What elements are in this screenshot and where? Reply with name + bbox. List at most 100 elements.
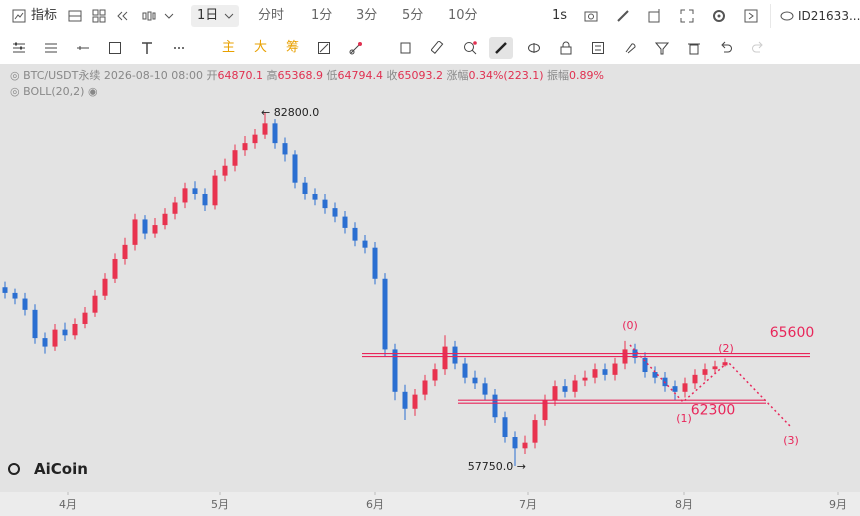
pen-icon[interactable] [616,9,630,23]
candle-body [342,216,348,228]
interval-tab[interactable]: 5分 [402,8,424,23]
interval-tab[interactable]: 1分 [311,8,333,23]
low-value: 64794.4 [337,69,383,82]
candle-body [672,386,678,392]
visibility-icon[interactable]: ◉ [84,85,98,98]
magnet-icon[interactable] [623,41,637,55]
symbol: ◎ [10,69,24,82]
candle-body [352,227,358,241]
candle-body [112,258,118,279]
candle-body [382,278,388,350]
candle-body [272,123,278,144]
logo-mark [8,463,20,475]
x-tick-label: 4月 [59,498,77,511]
indicator-toggle[interactable]: ◎ [10,85,24,98]
candle-type-icon[interactable] [142,9,156,23]
indicator-icon[interactable] [12,9,26,23]
candle-body [612,363,618,375]
lock-icon[interactable] [559,41,573,55]
dropdown-icon[interactable] [162,9,176,23]
grid-icon[interactable] [92,9,106,23]
candle-body [192,188,198,194]
candle-body [522,442,528,449]
interval-tab[interactable]: 分时 [258,8,285,23]
candle-body [552,386,558,401]
candle-body [392,349,398,392]
candle-body [72,323,78,336]
interval-selected[interactable]: 1日 [197,8,219,23]
candle-body [92,295,98,313]
camera-icon[interactable] [584,9,598,23]
tool-icon[interactable] [44,41,58,55]
amplitude-value: 0.89% [569,69,604,82]
tool-icon[interactable] [591,41,605,55]
tool-icon[interactable] [140,41,154,55]
tool-icon[interactable] [172,41,186,55]
candle-body [692,374,698,384]
candle-body [322,199,328,209]
level-label: 65600 [770,325,815,341]
brush-icon[interactable] [494,41,508,55]
filter-icon[interactable] [655,41,669,55]
logo-text: AiCoin [34,460,88,478]
wave-label: (2) [718,342,734,355]
candle-body [232,150,238,166]
zoom-icon[interactable] [463,41,477,55]
tool-icon[interactable] [527,41,541,55]
tool-icon[interactable] [431,41,445,55]
interval-tab[interactable]: 3分 [356,8,378,23]
indicator-name[interactable]: BOLL(20,2) [23,85,85,98]
candle-body [712,366,718,370]
candle-body [582,377,588,381]
symbol-name: BTC/USDT永续 [23,69,101,82]
chips-tool[interactable]: 筹 [286,40,300,55]
x-tick-label: 9月 [829,498,847,511]
tool-icon[interactable] [349,41,363,55]
tool-icon[interactable] [317,41,331,55]
candle-body [122,244,128,259]
candle-body [242,143,248,151]
add-window-icon[interactable] [648,9,662,23]
big-tool[interactable]: 大 [254,40,268,55]
candle-body [152,225,158,234]
candle-body [62,329,68,336]
seconds-button[interactable]: 1s [552,8,568,23]
candle-body [182,188,188,203]
tool-icon[interactable] [108,41,122,55]
fullscreen-icon[interactable] [680,9,694,23]
candle-body [162,213,168,226]
drawing-toolbar: 主 大 筹 [0,32,860,65]
tool-icon[interactable] [76,41,90,55]
open-label: 开 [206,69,218,82]
candle-body [292,154,298,183]
change-label: 涨幅 [446,69,469,82]
interval-caret[interactable] [222,9,236,23]
close-value: 65093.2 [397,69,443,82]
redo-icon[interactable] [751,41,765,55]
candle-body [602,369,608,375]
rewind-icon[interactable] [115,9,129,23]
account-id[interactable]: ID21633... [798,9,860,23]
tool-icon[interactable] [399,41,413,55]
max-label: ← 82800.0 [261,106,319,119]
main-tool[interactable]: 主 [222,40,236,55]
close-label: 收 [386,69,398,82]
tool-icon[interactable] [12,41,26,55]
candle-body [502,417,508,438]
interval-box[interactable] [191,5,239,27]
undo-icon[interactable] [719,41,733,55]
wave-label: (3) [783,434,799,447]
account-box[interactable] [770,4,860,28]
candle-body [402,391,408,409]
link-icon[interactable] [780,9,794,23]
expand-icon[interactable] [744,9,758,23]
logo: AiCoin [8,460,88,478]
indicators-button[interactable]: 指标 [31,8,58,23]
low-label: 低 [326,69,338,82]
interval-tab[interactable]: 10分 [448,8,478,23]
settings-icon[interactable] [712,9,726,23]
candle-body [372,247,378,279]
delete-icon[interactable] [687,41,701,55]
layout-icon[interactable] [68,9,82,23]
